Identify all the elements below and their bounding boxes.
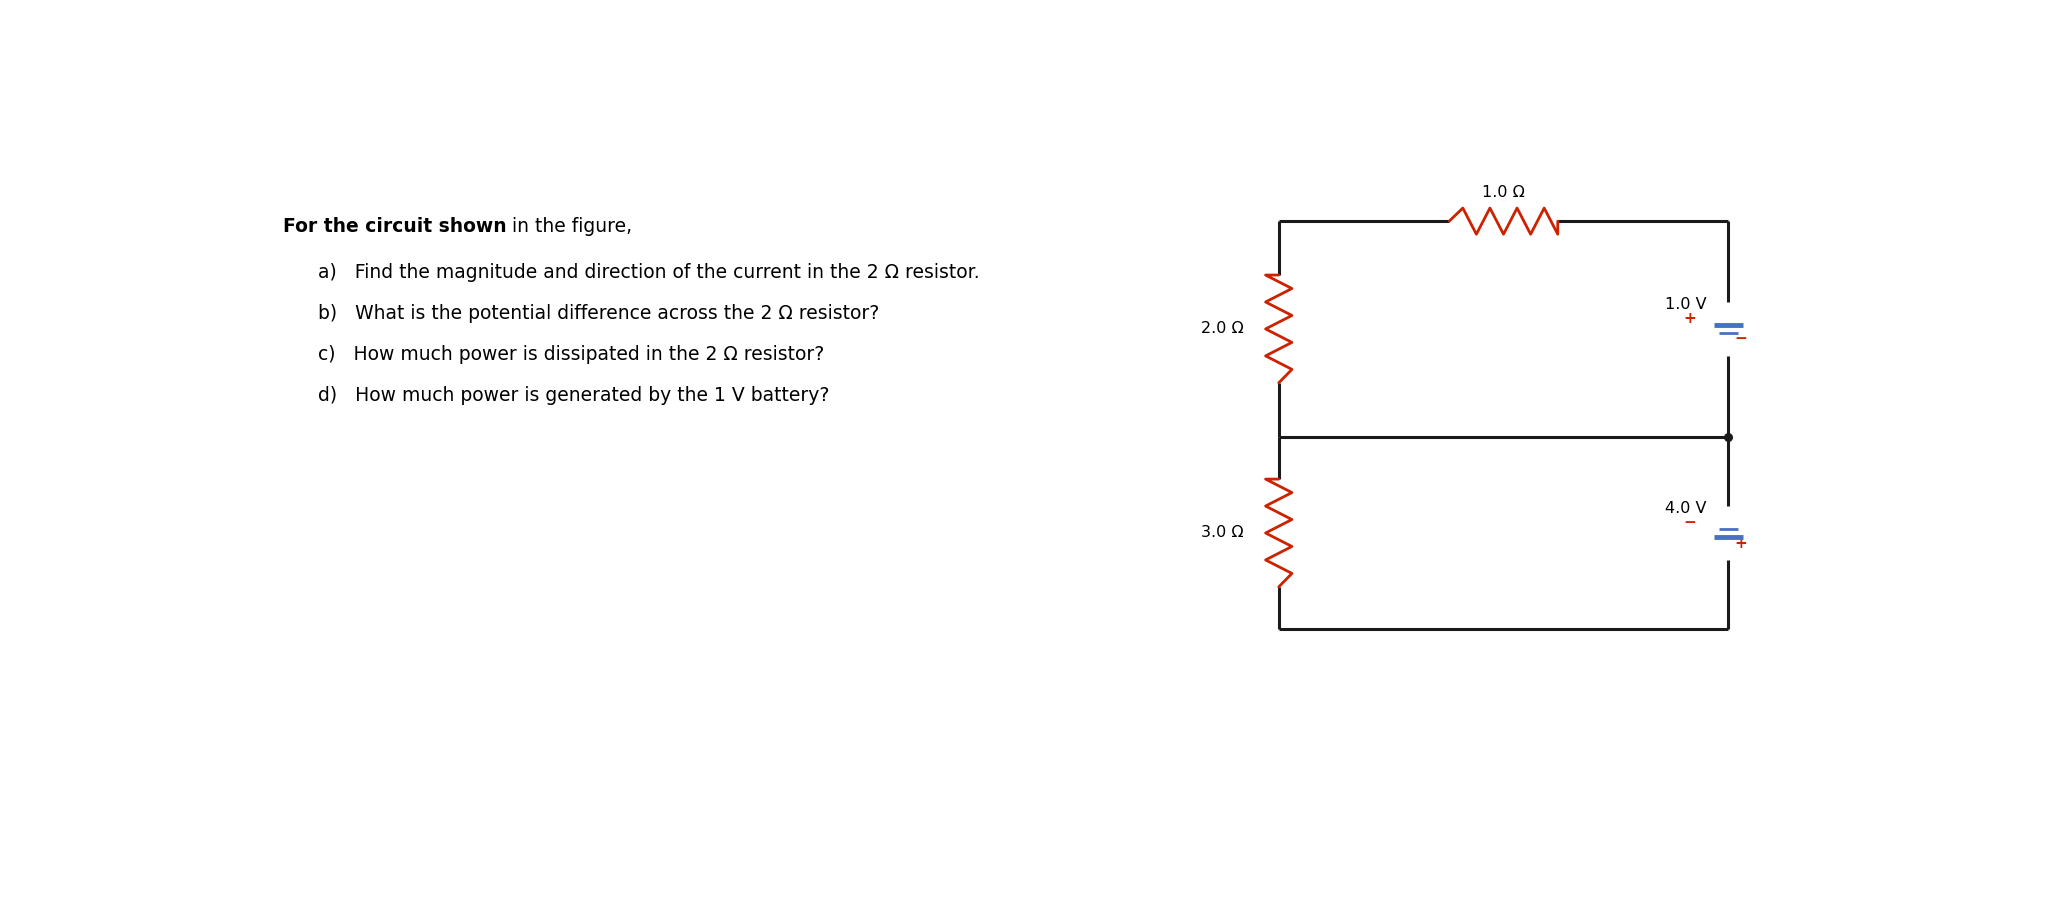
Text: For the circuit shown: For the circuit shown — [282, 217, 507, 236]
Text: in the figure,: in the figure, — [507, 217, 632, 236]
Text: 1.0 Ω: 1.0 Ω — [1481, 185, 1524, 199]
Text: b)   What is the potential difference across the 2 Ω resistor?: b) What is the potential difference acro… — [317, 304, 880, 323]
Text: 4.0 V: 4.0 V — [1665, 501, 1706, 516]
Text: 3.0 Ω: 3.0 Ω — [1201, 525, 1244, 541]
Text: +: + — [1735, 535, 1747, 551]
Text: 2.0 Ω: 2.0 Ω — [1201, 322, 1244, 336]
Text: d)   How much power is generated by the 1 V battery?: d) How much power is generated by the 1 … — [317, 386, 829, 405]
Text: a)   Find the magnitude and direction of the current in the 2 Ω resistor.: a) Find the magnitude and direction of t… — [317, 264, 980, 283]
Text: 1.0 V: 1.0 V — [1665, 297, 1706, 312]
Text: −: − — [1684, 516, 1696, 531]
Text: +: + — [1684, 312, 1696, 326]
Text: c)   How much power is dissipated in the 2 Ω resistor?: c) How much power is dissipated in the 2… — [317, 345, 825, 364]
Text: −: − — [1735, 332, 1747, 346]
